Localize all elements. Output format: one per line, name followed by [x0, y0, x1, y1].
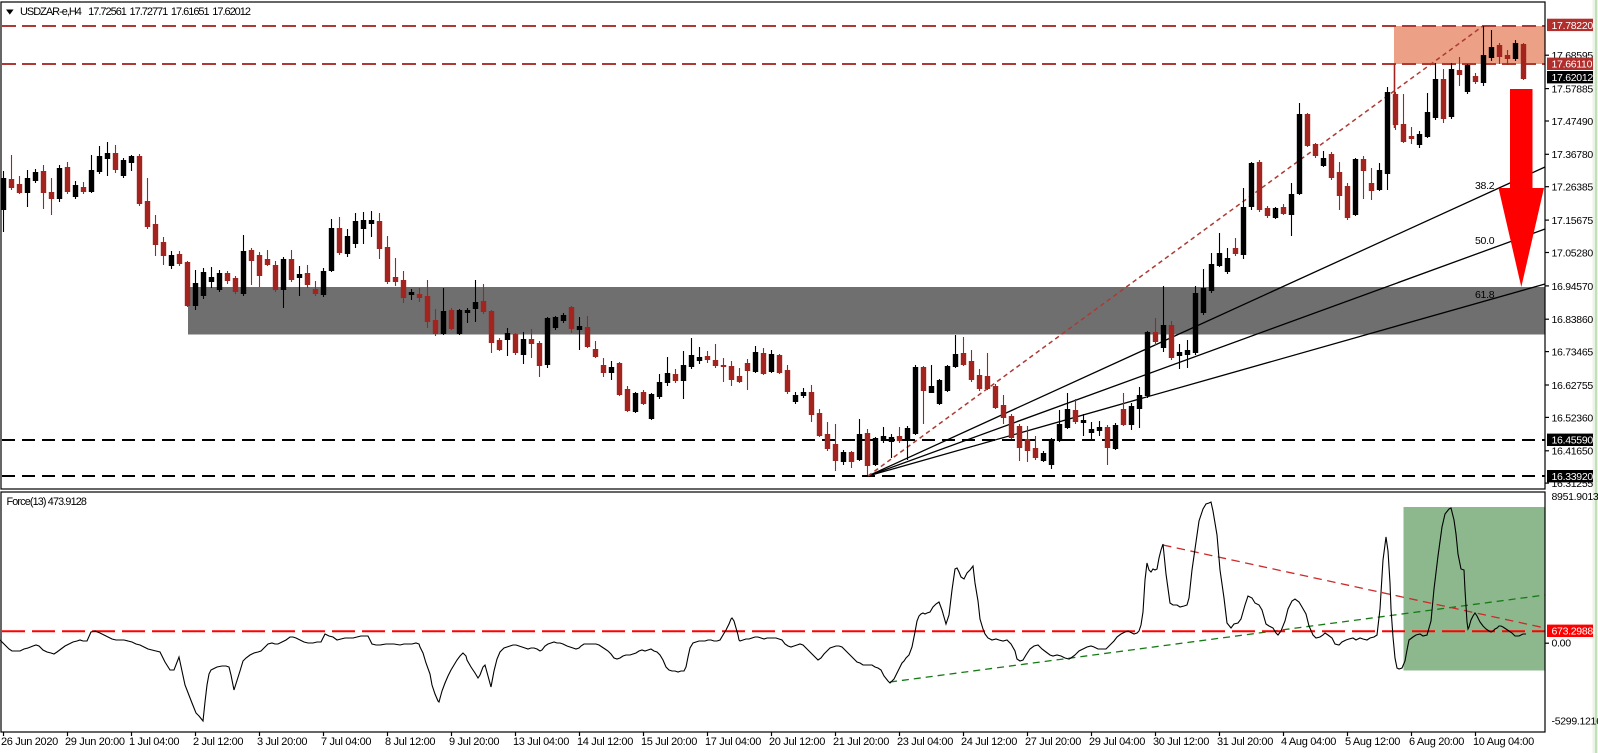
svg-text:17.36780: 17.36780	[1552, 149, 1594, 161]
svg-text:16.94570: 16.94570	[1552, 281, 1594, 293]
svg-text:16.41650: 16.41650	[1552, 446, 1594, 458]
svg-text:16.62755: 16.62755	[1552, 380, 1594, 392]
svg-text:6 Aug 20:00: 6 Aug 20:00	[1409, 736, 1464, 748]
svg-text:5 Aug 12:00: 5 Aug 12:00	[1345, 736, 1400, 748]
svg-text:17.26385: 17.26385	[1552, 182, 1594, 194]
svg-text:Force(13) 473.9128: Force(13) 473.9128	[7, 496, 87, 508]
svg-text:23 Jul 04:00: 23 Jul 04:00	[897, 736, 953, 748]
svg-text:15 Jul 20:00: 15 Jul 20:00	[641, 736, 697, 748]
svg-text:26 Jun 2020: 26 Jun 2020	[1, 736, 58, 748]
svg-text:17.57885: 17.57885	[1552, 84, 1594, 96]
svg-text:29 Jun 20:00: 29 Jun 20:00	[65, 736, 125, 748]
svg-text:13 Jul 04:00: 13 Jul 04:00	[513, 736, 569, 748]
svg-text:38.2: 38.2	[1475, 180, 1495, 192]
svg-text:50.0: 50.0	[1475, 235, 1495, 247]
svg-text:16.45590: 16.45590	[1552, 435, 1594, 447]
svg-text:17.62012: 17.62012	[1552, 72, 1594, 84]
svg-text:2 Jul 12:00: 2 Jul 12:00	[193, 736, 243, 748]
svg-text:21 Jul 20:00: 21 Jul 20:00	[833, 736, 889, 748]
svg-text:20 Jul 12:00: 20 Jul 12:00	[769, 736, 825, 748]
svg-text:10 Aug 04:00: 10 Aug 04:00	[1473, 736, 1534, 748]
svg-text:17.66110: 17.66110	[1552, 59, 1593, 71]
svg-text:4 Aug 04:00: 4 Aug 04:00	[1281, 736, 1336, 748]
svg-text:16.52360: 16.52360	[1552, 412, 1594, 424]
svg-text:8951.9013: 8951.9013	[1552, 491, 1598, 503]
svg-text:7 Jul 04:00: 7 Jul 04:00	[321, 736, 371, 748]
svg-text:673.2988: 673.2988	[1552, 626, 1594, 638]
svg-text:3 Jul 20:00: 3 Jul 20:00	[257, 736, 307, 748]
svg-text:8 Jul 12:00: 8 Jul 12:00	[385, 736, 435, 748]
svg-text:17.47490: 17.47490	[1552, 116, 1594, 128]
svg-text:9 Jul 20:00: 9 Jul 20:00	[449, 736, 499, 748]
svg-text:-5299.1216: -5299.1216	[1552, 716, 1598, 728]
svg-text:17.05280: 17.05280	[1552, 247, 1594, 259]
svg-text:27 Jul 20:00: 27 Jul 20:00	[1025, 736, 1081, 748]
svg-text:16.73465: 16.73465	[1552, 347, 1594, 359]
svg-text:16.83860: 16.83860	[1552, 314, 1594, 326]
svg-text:14 Jul 12:00: 14 Jul 12:00	[577, 736, 633, 748]
svg-text:17.78220: 17.78220	[1552, 20, 1594, 32]
svg-text:31 Jul 20:00: 31 Jul 20:00	[1217, 736, 1273, 748]
svg-text:61.8: 61.8	[1475, 289, 1495, 301]
svg-text:30 Jul 12:00: 30 Jul 12:00	[1153, 736, 1209, 748]
svg-text:17.15675: 17.15675	[1552, 215, 1594, 227]
svg-text:24 Jul 12:00: 24 Jul 12:00	[961, 736, 1017, 748]
svg-text:0.00: 0.00	[1552, 638, 1572, 650]
svg-text:17 Jul 04:00: 17 Jul 04:00	[705, 736, 761, 748]
svg-text:29 Jul 04:00: 29 Jul 04:00	[1089, 736, 1145, 748]
svg-text:1 Jul 04:00: 1 Jul 04:00	[129, 736, 179, 748]
svg-text:16.33920: 16.33920	[1552, 471, 1594, 483]
svg-text:USDZAR-e,H4 17.72561 17.72771: USDZAR-e,H4 17.72561 17.72771 17.61651 1…	[20, 6, 251, 18]
